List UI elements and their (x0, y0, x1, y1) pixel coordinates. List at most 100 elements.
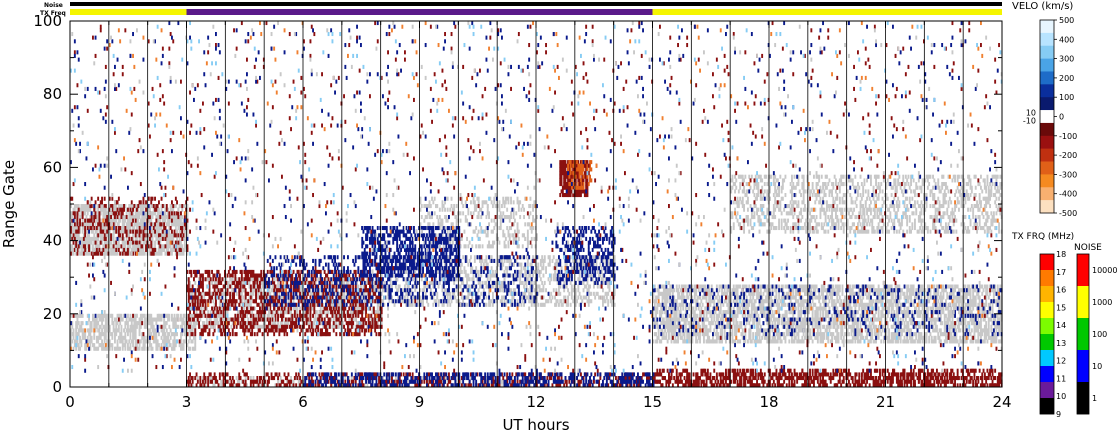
echo-cell (231, 321, 234, 326)
echo-cell (778, 291, 780, 296)
echo-cell (73, 226, 76, 231)
echo-cell (529, 273, 532, 278)
echo-cell (180, 240, 182, 245)
echo-cell (486, 233, 489, 238)
echo-cell (89, 247, 92, 252)
echo-cell (261, 324, 264, 329)
echo-cell (130, 321, 133, 326)
echo-cell (717, 291, 720, 296)
echo-cell (442, 302, 445, 307)
echo-cell (171, 346, 173, 351)
echo-cell (161, 222, 164, 227)
echo-cell (167, 222, 169, 227)
echo-cell (163, 215, 166, 220)
echo-cell (517, 204, 520, 209)
echo-cell (561, 302, 564, 307)
echo-cell (114, 328, 116, 333)
echo-cell (161, 324, 164, 329)
echo-cell (205, 321, 208, 326)
echo-cell (103, 247, 106, 252)
echo-cell (181, 233, 184, 238)
echo-cell (141, 233, 144, 238)
echo-cell (143, 313, 146, 318)
echo-cell (88, 204, 90, 209)
echo-cell (101, 328, 103, 333)
echo-cell (514, 288, 516, 293)
echo-cell (537, 262, 540, 267)
echo-cell (142, 204, 145, 209)
echo-cell (79, 339, 81, 344)
echo-cell (490, 218, 493, 223)
echo-cell (139, 317, 142, 322)
echo-cell (111, 317, 114, 322)
echo-cell (464, 215, 467, 220)
echo-cell (70, 211, 72, 216)
echo-cell (222, 302, 225, 307)
echo-cell (437, 302, 440, 307)
echo-cell (124, 240, 127, 245)
echo-cell (180, 204, 182, 209)
echo-cell (130, 339, 133, 344)
echo-cell (81, 207, 84, 212)
echo-cell (510, 226, 512, 231)
echo-cell (479, 280, 481, 285)
echo-cell (251, 295, 254, 300)
echo-cell (161, 313, 164, 318)
echo-cell (139, 321, 142, 326)
echo-cell (99, 313, 102, 318)
echo-cell (93, 240, 96, 245)
echo-cell (420, 215, 423, 220)
echo-cell (70, 215, 72, 220)
echo-cell (84, 335, 87, 340)
echo-cell (788, 339, 791, 344)
echo-cell (473, 258, 476, 263)
echo-cell (585, 284, 588, 289)
echo-cell (79, 236, 81, 241)
echo-cell (151, 229, 154, 234)
echo-cell (718, 324, 721, 329)
echo-cell (92, 251, 94, 256)
echo-cell (141, 222, 144, 227)
echo-cell (77, 233, 80, 238)
echo-cell (92, 343, 94, 348)
echo-cell (454, 295, 457, 300)
echo-cell (133, 328, 136, 333)
echo-cell (517, 244, 520, 249)
echo-cell (119, 321, 122, 326)
echo-cell (176, 222, 178, 227)
echo-cell (712, 321, 714, 326)
echo-cell (208, 277, 211, 282)
echo-cell (92, 313, 94, 318)
echo-cell (525, 284, 528, 289)
echo-cell (117, 222, 120, 227)
echo-cell (177, 251, 180, 256)
echo-cell (488, 222, 490, 227)
echo-cell (512, 211, 515, 216)
echo-cell (117, 244, 120, 249)
echo-cell (119, 204, 122, 209)
echo-cell (203, 313, 206, 318)
echo-cell (106, 339, 109, 344)
echo-cell (499, 222, 502, 227)
echo-cell (180, 251, 182, 256)
echo-cell (180, 244, 182, 249)
echo-cell (71, 247, 74, 252)
echo-cell (81, 204, 84, 209)
echo-cell (194, 306, 197, 311)
echo-cell (130, 207, 133, 212)
echo-cell (112, 218, 115, 223)
echo-cell (164, 313, 167, 318)
echo-cell (133, 324, 136, 329)
echo-cell (80, 240, 83, 245)
echo-cell (247, 302, 250, 307)
echo-cell (256, 288, 259, 293)
echo-cell (136, 215, 138, 220)
echo-cell (565, 284, 568, 289)
echo-cell (99, 211, 102, 216)
echo-cell (123, 229, 125, 234)
echo-cell (221, 324, 224, 329)
echo-cell (86, 251, 89, 256)
echo-cell (578, 291, 581, 296)
echo-cell (90, 324, 93, 329)
echo-cell (542, 288, 545, 293)
